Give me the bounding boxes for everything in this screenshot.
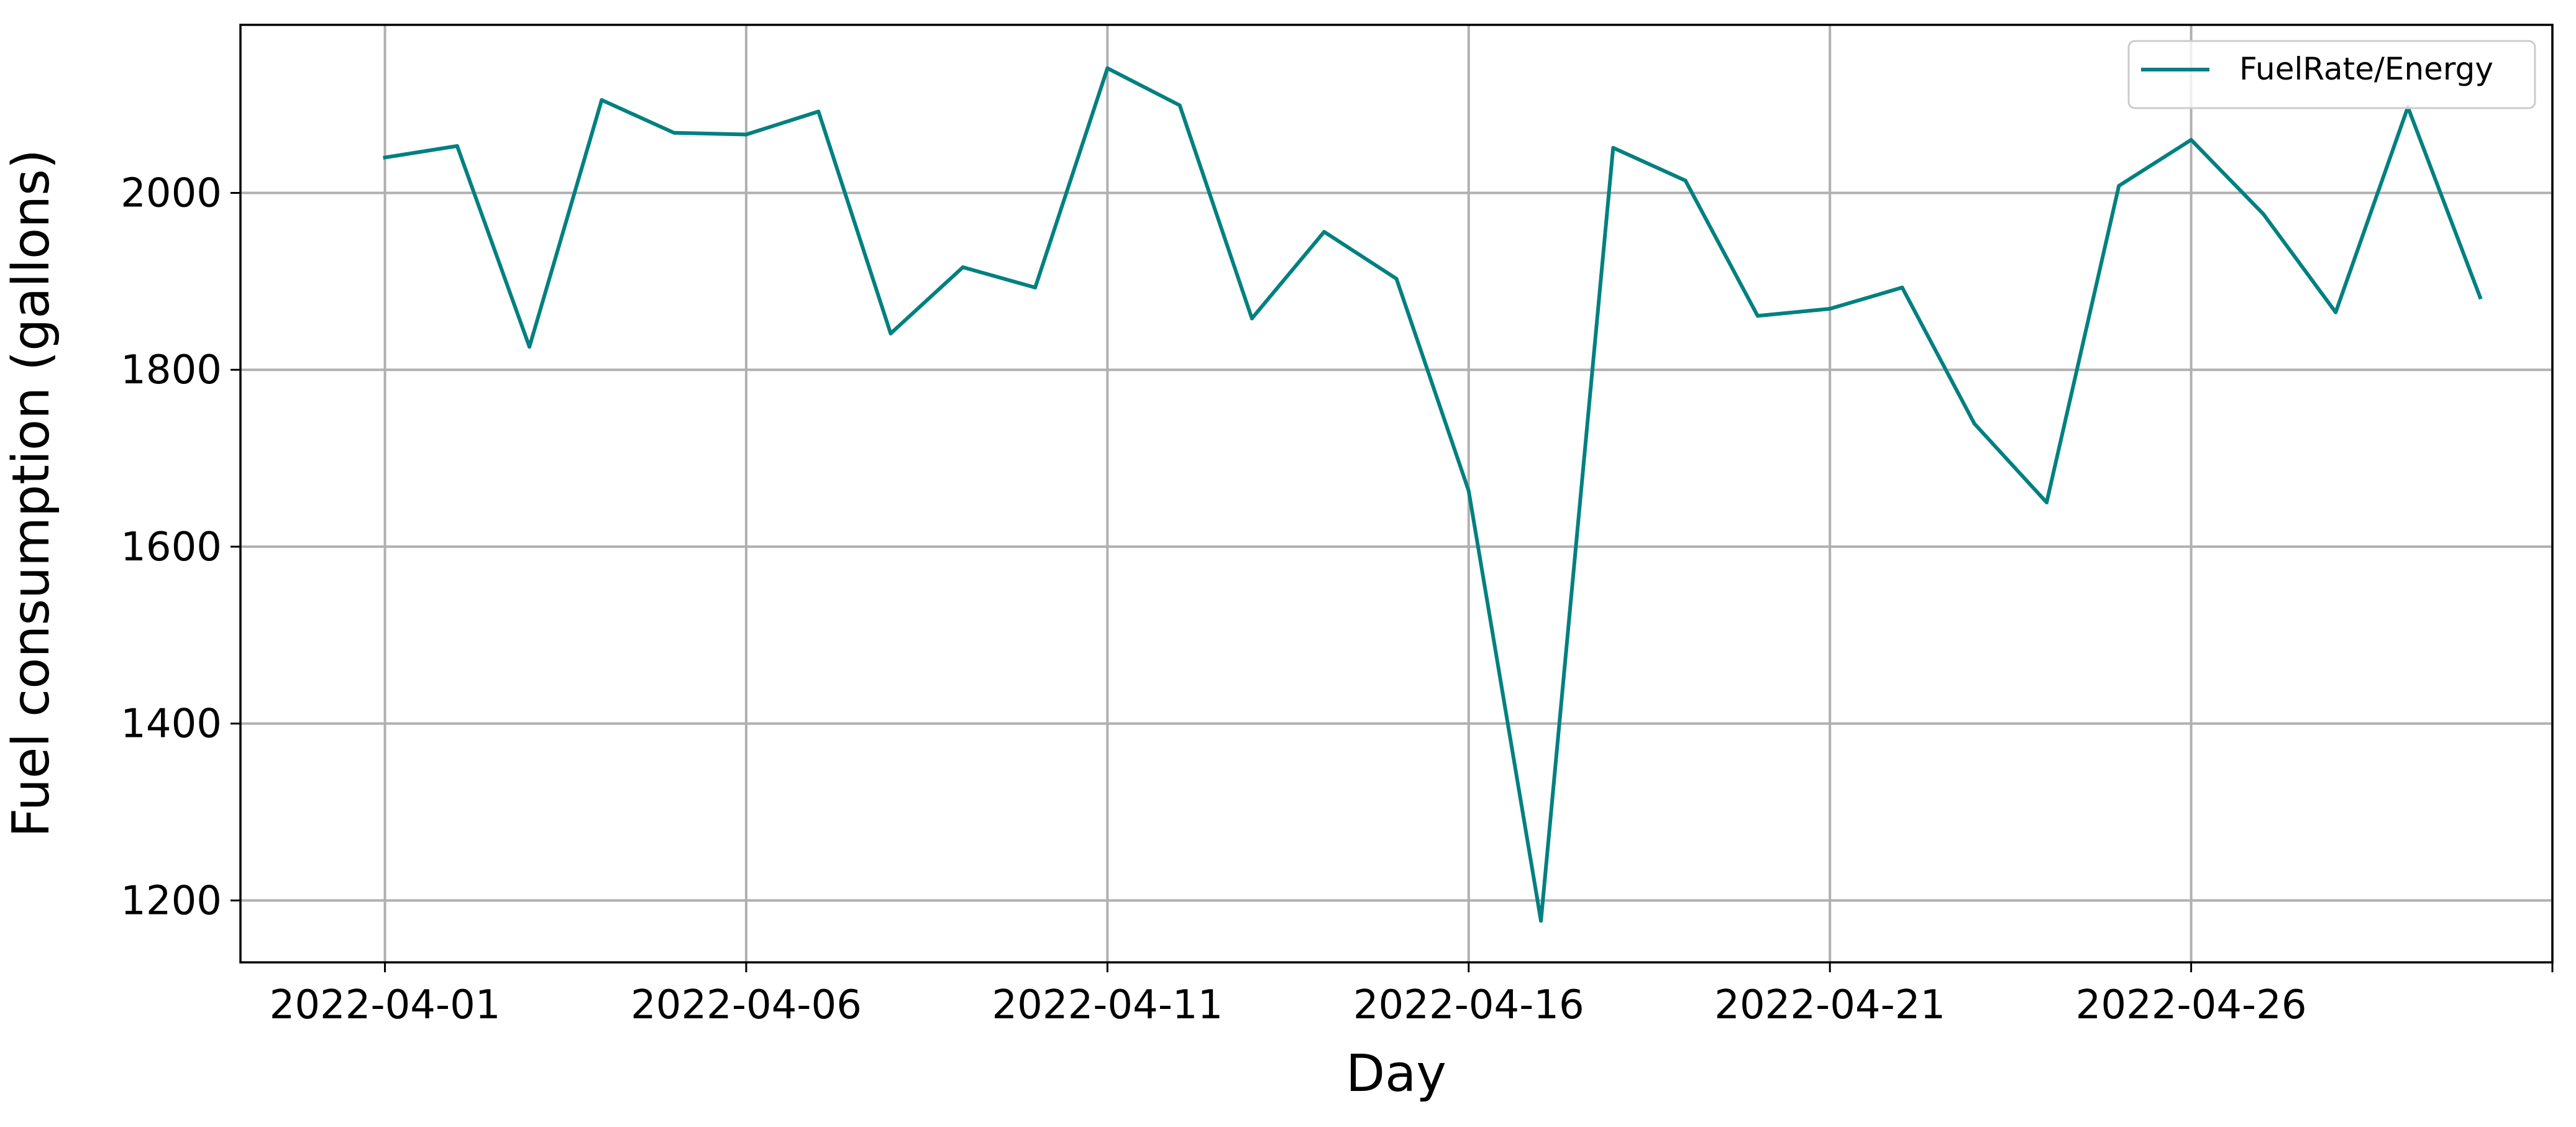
series-line-fuelrate-energy: [383, 66, 2483, 923]
data-point-2022-04-27: [2261, 212, 2265, 216]
data-point-2022-04-21: [1828, 306, 1832, 311]
x-tick-label-2022-04-16: 2022-04-16: [1353, 982, 1584, 1028]
data-point-2022-04-03: [528, 345, 532, 349]
data-point-2022-04-09: [961, 265, 965, 270]
legend-box: [2127, 40, 2536, 109]
data-point-2022-04-08: [888, 331, 893, 335]
y-tick-label-1800: 1800: [121, 347, 222, 393]
data-point-2022-04-15: [1394, 276, 1399, 281]
data-point-2022-04-13: [1249, 316, 1254, 321]
data-point-2022-04-02: [455, 144, 459, 148]
y-axis-ticks: 1200 1400 1600 1800 2000: [121, 170, 240, 924]
data-point-2022-04-16: [1466, 489, 1471, 493]
data-point-2022-04-07: [816, 109, 821, 114]
data-point-2022-04-12: [1177, 103, 1182, 107]
data-point-2022-04-22: [1900, 285, 1904, 290]
y-tick-label-1400: 1400: [121, 701, 222, 747]
legend-label-fuelrate-energy: FuelRate/Energy: [2239, 51, 2493, 87]
data-point-2022-04-20: [1755, 314, 1760, 318]
data-point-2022-04-28: [2334, 310, 2338, 314]
y-axis-label: Fuel consumption (gallons): [2, 149, 61, 837]
data-point-2022-04-11: [1105, 66, 1110, 70]
data-point-2022-04-30: [2478, 295, 2482, 299]
plot-area-frame: [239, 24, 2554, 964]
x-tick-label-2022-04-11: 2022-04-11: [992, 982, 1223, 1028]
data-point-2022-04-17: [1539, 919, 1543, 923]
data-point-2022-04-04: [600, 98, 604, 103]
data-point-2022-04-23: [1972, 422, 1976, 426]
data-point-2022-04-25: [2117, 184, 2121, 188]
y-tick-label-2000: 2000: [121, 170, 222, 216]
x-axis-ticks: 2022-04-01 2022-04-06 2022-04-11 2022-04-16…: [270, 962, 2554, 1028]
legend: FuelRate/Energy: [2127, 40, 2536, 109]
x-tick-label-2022-04-21: 2022-04-21: [1714, 982, 1945, 1028]
x-tick-label-2022-04-26: 2022-04-26: [2076, 982, 2307, 1028]
data-point-2022-04-01: [383, 155, 387, 160]
data-point-2022-04-14: [1322, 230, 1327, 234]
y-tick-label-1200: 1200: [121, 878, 222, 924]
data-point-2022-04-26: [2189, 138, 2193, 142]
x-tick-label-2022-04-06: 2022-04-06: [631, 982, 862, 1028]
data-point-2022-04-19: [1683, 178, 1688, 183]
data-point-2022-04-10: [1033, 285, 1038, 290]
data-point-2022-04-18: [1611, 145, 1615, 150]
data-point-2022-04-24: [2045, 500, 2049, 504]
x-axis-label: Day: [1346, 1044, 1446, 1103]
data-point-2022-04-06: [744, 132, 748, 137]
series-lines: [383, 66, 2483, 923]
y-tick-label-1600: 1600: [121, 524, 222, 570]
data-point-2022-04-05: [672, 130, 676, 135]
x-tick-label-2022-04-01: 2022-04-01: [270, 982, 501, 1028]
